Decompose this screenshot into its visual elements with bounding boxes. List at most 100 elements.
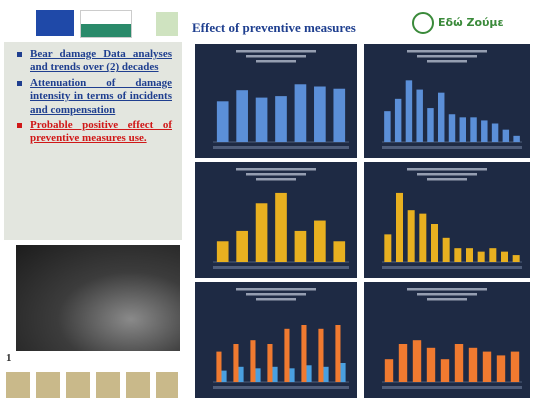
bar [438,92,445,142]
bar [512,255,520,262]
bar [216,351,222,382]
axis-label-row [382,386,522,389]
page-number: 1 [6,352,12,364]
bar [407,210,415,262]
bar [501,251,508,262]
bar [255,203,268,262]
bar [477,251,485,262]
bar [289,368,295,382]
bar [236,230,248,262]
bar [405,80,413,142]
bar [468,347,478,382]
bar [384,234,392,262]
bar [216,101,229,142]
bar [482,351,492,382]
bar [470,117,477,142]
bar [335,325,341,382]
chart [195,44,357,158]
chart-caption-placeholder [246,173,306,176]
axis-label-row [213,146,349,149]
chart-caption-placeholder [236,50,316,53]
bullet-panel: Bear damage Data analyses and trends ove… [4,42,182,240]
bar [333,88,346,142]
bar [306,365,312,382]
bar [333,241,346,262]
bar [454,344,464,382]
bar [442,237,450,262]
bar [314,220,326,262]
chart-caption-placeholder [427,178,467,181]
bar [284,328,290,382]
chart-caption-placeholder [407,288,487,291]
bar [294,230,307,262]
bar [238,366,244,382]
bar [454,248,462,262]
bar [440,359,450,382]
bar [416,89,423,142]
chart-background [364,44,530,158]
chart [364,44,530,158]
brand-name: Εδώ Ζούμε [438,16,504,29]
chart-caption-placeholder [256,178,296,181]
bar [275,96,287,142]
axis-label-row [213,266,349,269]
bar [510,351,520,382]
bar [275,192,287,262]
bar [426,347,436,382]
chart-caption-placeholder [427,60,467,63]
partner-logos [6,372,178,398]
axis-label-row [382,146,522,149]
chart-caption-placeholder [236,168,316,171]
chart-caption-placeholder [246,293,306,296]
bar [267,344,273,382]
bar [294,84,307,142]
chart-caption-placeholder [407,168,487,171]
bar [398,344,408,382]
axis-label-row [213,386,349,389]
bar [496,355,506,382]
bar [255,368,261,382]
bar [448,114,456,142]
bar [323,366,329,382]
bar [419,213,427,262]
camera-trap-photo [16,245,180,351]
bar [250,340,256,382]
bar [318,328,324,382]
bar [233,344,239,382]
bar [340,363,346,382]
bar [513,135,520,142]
bar [502,129,510,142]
chart [195,162,357,278]
bar [236,90,248,142]
chart [364,162,530,278]
bar [301,325,307,382]
chart-caption-placeholder [236,288,316,291]
bar [394,98,402,142]
bar [491,123,499,142]
life-logo [80,10,132,38]
chart-caption-placeholder [417,293,477,296]
bar [384,359,394,382]
chart-caption-placeholder [417,55,477,58]
bullet: Probable positive effect of preventive m… [17,119,172,145]
chart-caption-placeholder [427,298,467,301]
chart-caption-placeholder [407,50,487,53]
axis-label-row [382,266,522,269]
bar [216,241,229,262]
bar [384,111,391,142]
bullet: Bear damage Data analyses and trends ove… [17,48,172,74]
chart-caption-placeholder [256,60,296,63]
brand-icon [412,12,434,34]
bar [396,192,403,262]
bullet-list: Bear damage Data analyses and trends ove… [4,42,182,146]
bar [255,97,268,142]
bar [489,248,497,262]
bar [481,120,488,142]
small-logo [156,12,178,36]
bar [412,340,422,382]
chart [364,282,530,398]
bullet: Attenuation of damage intensity in terms… [17,76,172,116]
bar [272,366,278,382]
chart [195,282,357,398]
